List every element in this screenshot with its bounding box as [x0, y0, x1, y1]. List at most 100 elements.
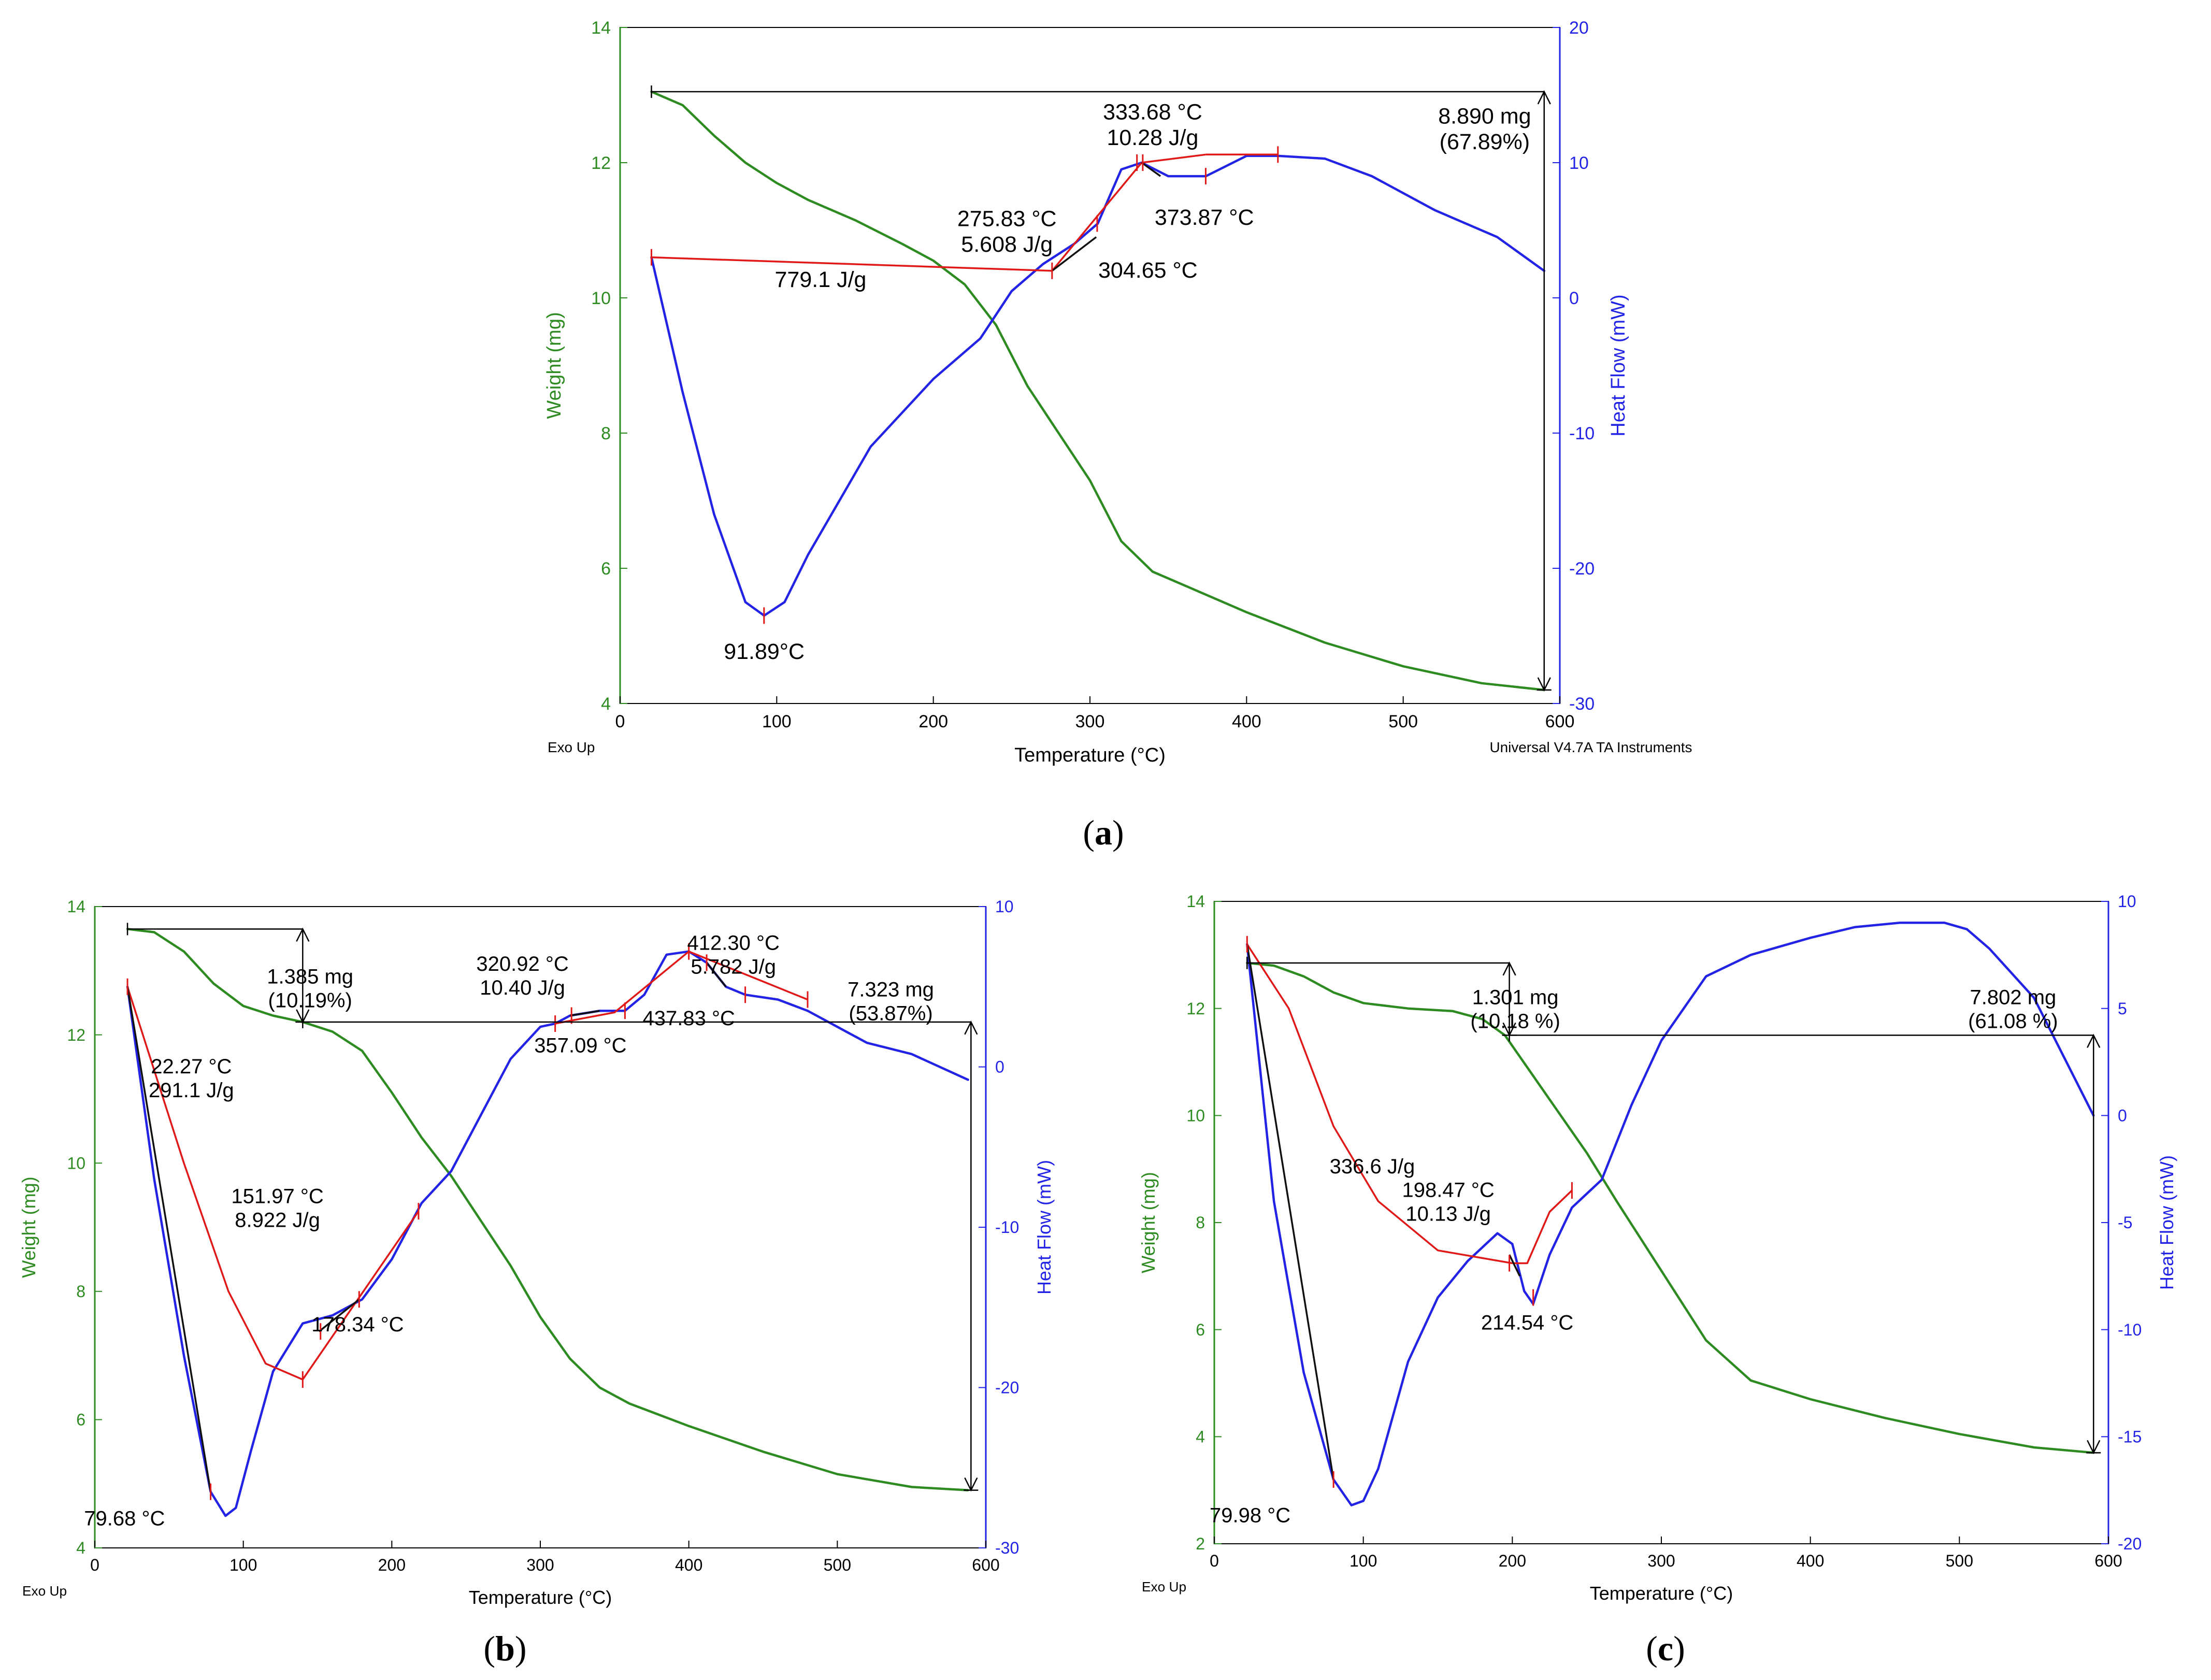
data-label: 275.83 °C 5.608 J/g — [957, 207, 1057, 257]
right-tick-label: -30 — [995, 1539, 1019, 1557]
left-axis-title: Weight (mg) — [543, 312, 565, 419]
left-tick-label: 14 — [591, 18, 611, 38]
left-tick-label: 10 — [591, 289, 611, 308]
panel-caption: (a) — [1083, 813, 1124, 852]
right-tick-label: 0 — [1569, 289, 1579, 308]
left-tick-label: 12 — [591, 153, 611, 173]
caption-letter: c — [1658, 1629, 1673, 1668]
integration-baseline — [126, 986, 303, 1381]
data-label-line: 79.98 °C — [1210, 1504, 1290, 1527]
data-label-line: 10.13 J/g — [1405, 1202, 1491, 1225]
data-label-line: 357.09 °C — [534, 1035, 626, 1057]
software-label: Universal V4.7A TA Instruments — [1490, 739, 1692, 755]
caption-paren-close: ) — [515, 1629, 527, 1668]
right-tick-label: 0 — [2118, 1107, 2127, 1125]
left-tick-label: 2 — [1196, 1534, 1205, 1553]
integration-baseline — [1246, 943, 1513, 1265]
data-label: 151.97 °C 8.922 J/g — [231, 1185, 323, 1232]
data-label: 198.47 °C 10.13 J/g — [1402, 1179, 1494, 1225]
x-tick-label: 400 — [1232, 712, 1261, 731]
heat-flow-curve — [126, 950, 969, 1517]
integration-baseline — [302, 1211, 420, 1380]
data-label-line: 10.28 J/g — [1107, 125, 1198, 150]
data-label-line: 22.27 °C — [151, 1055, 232, 1078]
data-label: 412.30 °C 5.782 J/g — [687, 932, 779, 979]
caption-letter: b — [495, 1629, 515, 1668]
data-label-line: 8.890 mg — [1438, 104, 1531, 128]
x-tick-label: 100 — [229, 1556, 257, 1574]
integration-baseline — [1141, 153, 1206, 164]
arrow-head-up — [1502, 961, 1516, 976]
caption-paren-open: ( — [483, 1629, 495, 1668]
data-label-line: 151.97 °C — [231, 1185, 323, 1208]
x-tick-label: 300 — [1075, 712, 1105, 731]
panel-a: 0 100 200 300 400 500 600 4 6 8 10 12 14 -30 -20 -10 0 10… — [543, 18, 1692, 852]
data-label: 178.34 °C — [311, 1313, 404, 1336]
data-label-line: 7.802 mg — [1970, 986, 2057, 1009]
data-label-line: 336.6 J/g — [1330, 1155, 1415, 1178]
right-tick-label: 10 — [1569, 153, 1589, 173]
data-label: 7.323 mg (53.87%) — [848, 978, 934, 1025]
arrow-head-up — [296, 927, 310, 942]
data-label-line: (53.87%) — [849, 1002, 932, 1025]
right-tick-label: 5 — [2118, 999, 2127, 1018]
right-tick-label: 20 — [1569, 18, 1589, 38]
left-tick-label: 8 — [601, 424, 611, 443]
data-label-line: 198.47 °C — [1402, 1179, 1494, 1201]
heat-flow-curve — [650, 154, 1546, 617]
right-tick-label: 10 — [995, 897, 1014, 916]
left-tick-label: 8 — [1196, 1213, 1205, 1232]
x-tick-label: 400 — [675, 1556, 702, 1574]
exo-up-label: Exo Up — [548, 739, 595, 755]
left-tick-label: 10 — [1186, 1107, 1205, 1125]
right-tick-label: -30 — [1569, 694, 1595, 714]
data-label-line: 79.68 °C — [84, 1507, 165, 1530]
data-label-line: 437.83 °C — [642, 1007, 735, 1030]
left-tick-label: 12 — [67, 1026, 85, 1044]
right-axis-title: Heat Flow (mW) — [2156, 1155, 2177, 1290]
onset-tangent — [570, 1010, 600, 1017]
arrow-head-up — [1537, 90, 1551, 105]
data-label-line: (10.19%) — [268, 989, 352, 1012]
data-label-line: 779.1 J/g — [775, 267, 867, 292]
x-tick-label: 500 — [1388, 712, 1418, 731]
weight-curve — [1246, 961, 2095, 1454]
data-label-line: 412.30 °C — [687, 932, 779, 955]
x-tick-label: 200 — [1499, 1552, 1526, 1570]
data-label: 79.98 °C — [1210, 1504, 1290, 1527]
onset-tangent — [706, 962, 727, 987]
onset-tangent — [1051, 236, 1097, 272]
data-label-line: 5.608 J/g — [961, 232, 1053, 257]
data-label-line: 1.301 mg — [1472, 986, 1559, 1009]
data-label: 22.27 °C 291.1 J/g — [149, 1055, 234, 1102]
right-tick-label: 10 — [2118, 892, 2136, 911]
onset-tangent — [1141, 162, 1161, 177]
x-tick-label: 0 — [1210, 1552, 1219, 1570]
data-label: 333.68 °C 10.28 J/g — [1103, 99, 1202, 150]
x-tick-label: 500 — [1946, 1552, 1973, 1570]
x-tick-label: 0 — [615, 712, 625, 731]
data-label: 91.89°C — [724, 639, 805, 664]
left-tick-label: 10 — [67, 1154, 85, 1172]
x-tick-label: 600 — [1545, 712, 1575, 731]
x-tick-label: 100 — [762, 712, 792, 731]
data-label: 1.385 mg (10.19%) — [267, 966, 353, 1012]
caption-paren-open: ( — [1083, 813, 1095, 852]
data-label: 357.09 °C — [534, 1035, 626, 1057]
panel-caption: (c) — [1646, 1629, 1685, 1668]
exo-up-label: Exo Up — [1142, 1579, 1186, 1595]
left-tick-label: 4 — [1196, 1428, 1205, 1446]
data-label-line: 1.385 mg — [267, 966, 353, 988]
left-tick-label: 12 — [1186, 999, 1205, 1018]
right-tick-label: -10 — [2118, 1320, 2142, 1339]
data-label-line: 10.40 J/g — [480, 977, 565, 999]
data-label-line: 275.83 °C — [957, 207, 1057, 232]
data-label-line: 91.89°C — [724, 639, 805, 664]
data-label-line: 214.54 °C — [1481, 1312, 1573, 1334]
caption-paren-open: ( — [1646, 1629, 1658, 1668]
x-tick-label: 0 — [90, 1556, 99, 1574]
left-axis-title: Weight (mg) — [18, 1176, 39, 1277]
left-axis-title: Weight (mg) — [1138, 1172, 1159, 1273]
weight-curve — [126, 928, 969, 1491]
heat-flow-curve — [1246, 922, 2095, 1506]
